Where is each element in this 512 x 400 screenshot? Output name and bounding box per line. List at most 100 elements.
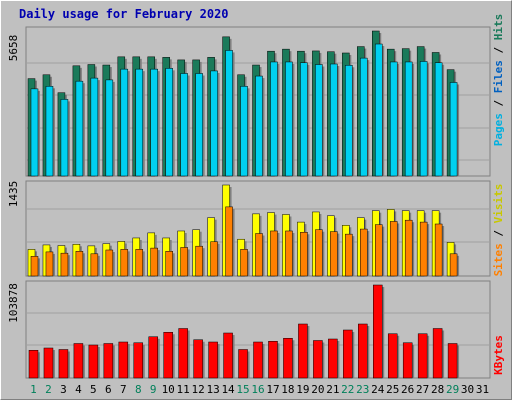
- x-tick-label: 12: [192, 383, 205, 396]
- bar-sites: [180, 247, 188, 277]
- bar-files: [270, 61, 278, 177]
- bar-kbytes: [343, 329, 353, 379]
- bar-files: [404, 61, 413, 177]
- x-tick-label: 30: [461, 383, 474, 396]
- bar-sites: [135, 249, 144, 277]
- bar-kbytes: [283, 338, 293, 379]
- x-tick-label: 13: [206, 383, 219, 396]
- x-tick-label: 9: [150, 383, 157, 396]
- x-tick-label: 15: [236, 383, 249, 396]
- bar-kbytes: [447, 343, 458, 379]
- bar-kbytes: [387, 333, 398, 379]
- bar-sites: [434, 223, 443, 277]
- x-tick-label: 25: [386, 383, 399, 396]
- bar-sites: [270, 230, 278, 277]
- bar-kbytes: [88, 344, 99, 379]
- bar-files: [45, 86, 54, 177]
- x-tick-label: 19: [296, 383, 309, 396]
- bar-files: [165, 68, 173, 177]
- bar-sites: [345, 233, 353, 277]
- bar-kbytes: [417, 333, 428, 379]
- bar-kbytes: [402, 342, 413, 379]
- x-tick-label: 16: [251, 383, 264, 396]
- bar-files: [105, 79, 114, 177]
- bar-files: [90, 77, 99, 177]
- x-tick-label: 17: [266, 383, 279, 396]
- x-tick-label: 26: [401, 383, 414, 396]
- bar-sites: [255, 233, 263, 277]
- legend-kbytes: KBytes: [492, 335, 505, 375]
- bar-kbytes: [73, 343, 84, 379]
- bar-files: [345, 65, 353, 177]
- bar-kbytes: [313, 340, 323, 379]
- bar-sites: [165, 251, 173, 277]
- bar-sites: [195, 245, 203, 277]
- bar-files: [60, 99, 69, 177]
- chart-title: Daily usage for February 2020: [19, 7, 229, 21]
- x-tick-label: 28: [431, 383, 444, 396]
- x-tick-label: 2: [45, 383, 52, 396]
- y-max-label-1: 5658: [7, 35, 20, 62]
- bar-sites: [210, 241, 218, 277]
- bar-files: [434, 62, 443, 177]
- bar-kbytes: [358, 323, 368, 379]
- bar-sites: [30, 256, 39, 277]
- bar-sites: [90, 253, 99, 277]
- bar-kbytes: [163, 332, 173, 379]
- bar-files: [375, 43, 383, 177]
- bar-sites: [45, 251, 54, 277]
- legend-hits-files-pages: Pages / Files / Hits: [492, 14, 505, 147]
- bar-kbytes: [28, 350, 39, 379]
- bar-kbytes: [208, 341, 218, 379]
- bar-kbytes: [148, 336, 158, 379]
- bar-files: [120, 68, 129, 177]
- bar-files: [225, 50, 233, 177]
- bar-files: [449, 82, 458, 177]
- bar-kbytes: [432, 328, 443, 379]
- bar-sites: [105, 249, 114, 277]
- x-tick-label: 18: [281, 383, 294, 396]
- x-tick-label: 23: [356, 383, 369, 396]
- x-tick-label: 29: [446, 383, 459, 396]
- bar-kbytes: [58, 349, 69, 379]
- bar-files: [315, 64, 323, 177]
- bar-kbytes: [178, 328, 188, 379]
- x-tick-label: 20: [311, 383, 324, 396]
- x-tick-label: 3: [60, 383, 67, 396]
- bar-kbytes: [103, 343, 114, 379]
- bar-files: [389, 61, 398, 177]
- bar-files: [75, 80, 84, 177]
- bar-kbytes: [238, 349, 248, 379]
- bar-files: [330, 63, 338, 177]
- x-tick-label: 10: [162, 383, 175, 396]
- bar-files: [255, 75, 263, 177]
- bar-files: [419, 61, 428, 177]
- bar-sites: [60, 252, 69, 277]
- x-tick-label: 4: [75, 383, 82, 396]
- bar-kbytes: [298, 323, 308, 379]
- bar-files: [285, 61, 293, 177]
- bar-sites: [300, 231, 308, 277]
- x-tick-label: 22: [341, 383, 354, 396]
- bar-kbytes: [193, 339, 203, 379]
- x-tick-label: 21: [326, 383, 339, 396]
- x-tick-label: 5: [90, 383, 97, 396]
- bar-kbytes: [328, 338, 338, 379]
- bar-kbytes: [118, 341, 129, 379]
- bar-sites: [360, 228, 368, 277]
- bar-sites: [389, 221, 398, 277]
- bar-files: [195, 73, 203, 177]
- bar-files: [300, 62, 308, 177]
- legend-visits-sites: Sites / Visits: [492, 184, 505, 277]
- bar-sites: [330, 231, 338, 277]
- x-tick-label: 1: [30, 383, 37, 396]
- x-tick-label: 14: [221, 383, 235, 396]
- x-tick-label: 8: [135, 383, 142, 396]
- bar-sites: [285, 230, 293, 277]
- bar-sites: [449, 253, 458, 277]
- x-tick-label: 24: [371, 383, 385, 396]
- bar-kbytes: [223, 332, 233, 379]
- bar-kbytes: [373, 284, 383, 379]
- bar-sites: [404, 219, 413, 277]
